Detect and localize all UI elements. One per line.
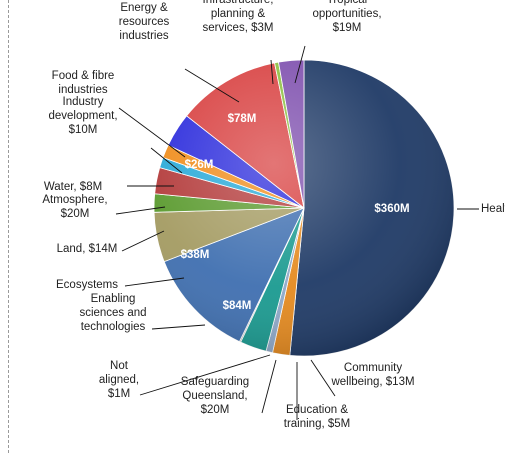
slice-label-community-wellbeing: Community wellbeing, $13M bbox=[330, 362, 414, 388]
slice-label-line: Tropical bbox=[327, 0, 367, 6]
slice-label-land: Land, $14M bbox=[57, 243, 118, 255]
leader-line-atmosphere bbox=[115, 206, 166, 215]
slice-label-line: industries bbox=[119, 30, 168, 42]
slice-label-energy-and-resources-industries: Energy & resources industries bbox=[119, 2, 170, 42]
value-label-energy-and-resources-industries: $78M bbox=[228, 113, 257, 125]
slice-label-education-and-training: Education & training, $5M bbox=[284, 404, 350, 430]
value-label-food-and-fibre-industries: $26M bbox=[185, 159, 214, 171]
leader-line-not-aligned bbox=[139, 354, 271, 396]
slice-label-atmosphere: Atmosphere, $20M bbox=[42, 194, 107, 220]
slice-label-food-and-fibre-industries: Food & fibre industries bbox=[52, 70, 115, 96]
slice-label-not-aligned: Not aligned, $1M bbox=[99, 360, 139, 400]
leader-line-tropical-opportunities bbox=[294, 45, 306, 84]
slice-label-line: Education & bbox=[286, 404, 348, 416]
value-label-ecosystems: $38M bbox=[181, 249, 210, 261]
slice-label-line: Not bbox=[110, 360, 129, 372]
slice-label-line: $1M bbox=[108, 388, 130, 400]
slice-label-line: Community bbox=[344, 362, 402, 374]
slice-label-line: planning & bbox=[211, 8, 266, 20]
slice-label-health: Health bbox=[481, 203, 505, 215]
slice-label-line: Land, $14M bbox=[57, 243, 118, 255]
slice-label-line: sciences and bbox=[79, 307, 146, 319]
value-label-health: $360M bbox=[374, 203, 409, 215]
leader-line-ecosystems bbox=[124, 277, 185, 287]
slice-label-line: Food & fibre bbox=[52, 70, 115, 82]
leader-line-enabling-sciences-and-technologies bbox=[151, 324, 206, 330]
slice-label-water: Water, $8M bbox=[44, 181, 102, 193]
slice-label-line: $20M bbox=[201, 404, 230, 416]
pie-chart: $360M $84M $38M $26M $78M Health Community well… bbox=[42, 0, 505, 430]
slice-label-safeguarding-queensland: Safeguarding Queensland, $20M bbox=[181, 376, 249, 416]
slice-label-enabling-sciences-and-technologies: Enabling sciences and technologies bbox=[79, 293, 146, 333]
slice-label-line: Energy & bbox=[120, 2, 168, 14]
chart-frame: $360M $84M $38M $26M $78M Health Community well… bbox=[8, 0, 505, 453]
slice-label-line: Industry bbox=[63, 96, 104, 108]
slice-label-line: Enabling bbox=[91, 293, 136, 305]
slice-label-line: Queensland, bbox=[182, 390, 247, 402]
slice-label-line: services, $3M bbox=[203, 22, 274, 34]
slice-label-line: development, bbox=[48, 110, 117, 122]
slice-label-infrastructure-planning-and-services: Infrastructure, planning & services, $3M bbox=[203, 0, 274, 34]
value-label-enabling-sciences-and-technologies: $84M bbox=[223, 300, 252, 312]
slice-label-industry-development: Industry development, $10M bbox=[48, 96, 117, 136]
leader-line-safeguarding-queensland bbox=[261, 359, 277, 414]
slice-label-line: Health bbox=[481, 203, 505, 215]
leader-line-food-and-fibre-industries bbox=[118, 107, 186, 158]
slice-label-line: $19M bbox=[333, 22, 362, 34]
slice-label-line: technologies bbox=[81, 321, 146, 333]
leader-line-energy-and-resources-industries bbox=[184, 68, 240, 103]
pie-slice-health bbox=[289, 59, 455, 357]
slice-label-line: $10M bbox=[69, 124, 98, 136]
slice-label-line: training, $5M bbox=[284, 418, 350, 430]
slice-label-line: resources bbox=[119, 16, 170, 28]
leader-line-infrastructure-planning-and-services bbox=[270, 59, 274, 85]
slice-label-line: wellbeing, $13M bbox=[330, 376, 414, 388]
slice-label-line: Water, $8M bbox=[44, 181, 102, 193]
slice-label-line: industries bbox=[58, 84, 107, 96]
slice-label-line: Infrastructure, bbox=[203, 0, 274, 6]
slice-label-line: opportunities, bbox=[312, 8, 381, 20]
slice-label-line: Safeguarding bbox=[181, 376, 249, 388]
slice-label-ecosystems: Ecosystems bbox=[56, 279, 118, 291]
leader-line-community-wellbeing bbox=[310, 359, 336, 397]
slice-label-line: $20M bbox=[61, 208, 90, 220]
leader-line-land bbox=[121, 230, 165, 252]
leader-line-industry-development bbox=[150, 147, 183, 174]
slice-label-line: aligned, bbox=[99, 374, 139, 386]
slice-label-tropical-opportunities: Tropical opportunities, $19M bbox=[312, 0, 381, 34]
slice-label-line: Atmosphere, bbox=[42, 194, 107, 206]
slice-label-line: Ecosystems bbox=[56, 279, 118, 291]
